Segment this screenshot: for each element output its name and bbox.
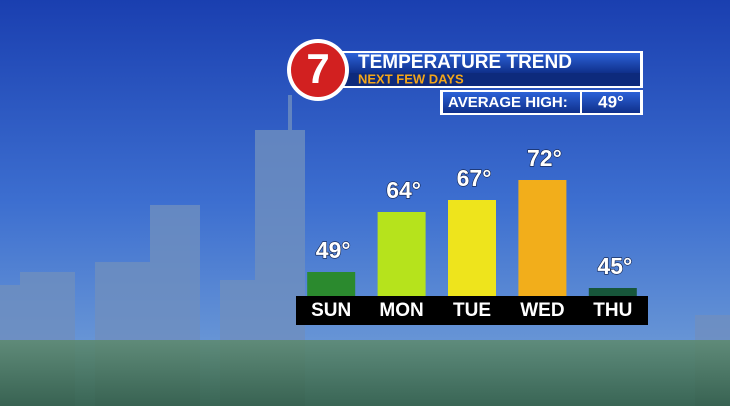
average-label: AVERAGE HIGH:: [448, 94, 568, 111]
bar: [307, 272, 356, 296]
category-label: MON: [379, 300, 423, 321]
title-band: [343, 53, 640, 73]
value-label: 72°: [527, 145, 562, 171]
category-label: WED: [520, 300, 564, 321]
bar: [588, 288, 637, 296]
average-value-band: [582, 92, 640, 113]
average-value: 49°: [598, 92, 624, 111]
logo-disc: [291, 43, 345, 97]
category-label: TUE: [453, 300, 491, 321]
category-label: THU: [593, 300, 632, 321]
bar: [377, 212, 426, 296]
value-label: 64°: [386, 177, 421, 203]
category-label: SUN: [311, 300, 351, 321]
trees: [0, 340, 730, 406]
value-label: 67°: [457, 165, 492, 191]
logo: 7: [306, 45, 329, 92]
subtitle: NEXT FEW DAYS: [358, 71, 464, 86]
title: TEMPERATURE TREND: [358, 52, 572, 73]
category-strip: [296, 296, 648, 325]
average-label-band: [443, 92, 580, 113]
value-label: 45°: [597, 253, 632, 279]
bar: [448, 200, 496, 296]
value-label: 49°: [316, 237, 351, 263]
subtitle-band: [343, 73, 640, 86]
bar: [518, 180, 567, 296]
